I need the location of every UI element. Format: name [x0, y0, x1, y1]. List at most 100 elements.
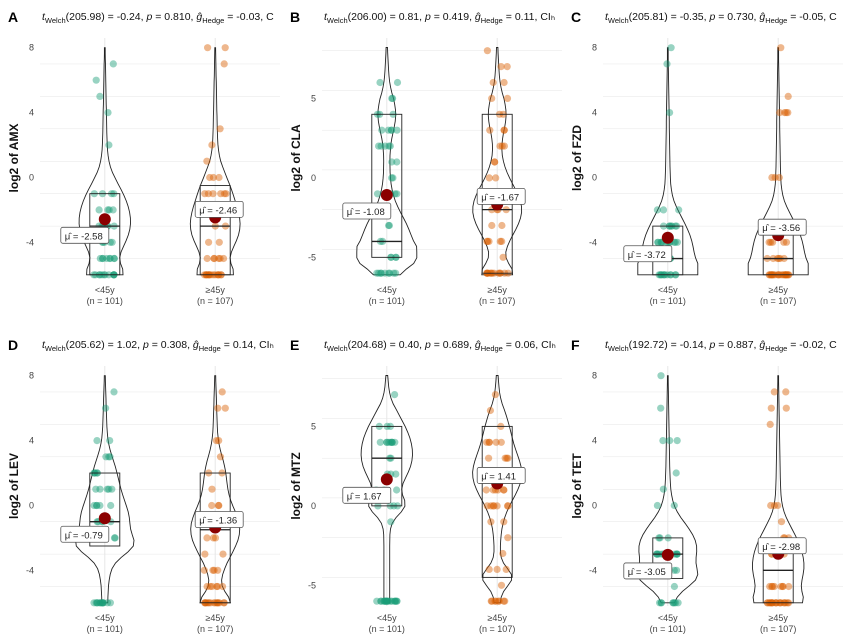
y-tick-label: -5: [308, 252, 316, 262]
violin-outline: [637, 47, 699, 276]
data-point: [784, 109, 792, 117]
data-point: [388, 438, 396, 446]
box: [89, 472, 121, 547]
data-point: [483, 502, 491, 510]
panel-letter: A: [8, 9, 18, 25]
data-point: [767, 238, 775, 246]
data-point: [765, 238, 773, 246]
group-under-45: μ̂ = -1.08: [342, 47, 418, 277]
data-point: [385, 221, 393, 230]
data-point: [380, 597, 388, 605]
data-point: [99, 599, 108, 607]
group-under-45: μ̂ = 1.67: [342, 375, 413, 605]
data-point: [487, 502, 495, 510]
data-point: [777, 44, 785, 52]
data-point: [774, 501, 782, 510]
x-category-n: (n = 101): [369, 624, 405, 634]
group-under-45: μ̂ = -2.58: [60, 47, 131, 279]
data-point: [675, 206, 683, 214]
y-tick-label: 4: [592, 436, 597, 446]
group-under-45: μ̂ = -0.79: [60, 375, 135, 607]
data-point: [105, 206, 113, 214]
mean-label: μ̂ = 1.41: [481, 471, 516, 482]
data-point: [782, 388, 790, 396]
data-point: [377, 142, 385, 150]
data-point: [111, 534, 119, 542]
x-category-n: (n = 101): [87, 296, 123, 306]
data-point: [386, 269, 394, 277]
data-point: [496, 237, 504, 245]
data-point: [492, 438, 500, 446]
violin-outline: [637, 375, 699, 604]
data-point: [376, 78, 384, 87]
data-point: [500, 518, 508, 526]
data-point: [384, 126, 392, 134]
data-point: [674, 599, 682, 607]
mean-point: [661, 548, 674, 561]
data-point: [491, 597, 499, 605]
data-point: [389, 94, 397, 102]
data-point: [491, 158, 499, 166]
data-point: [657, 372, 665, 380]
y-tick-label: 0: [29, 172, 34, 182]
data-point: [393, 78, 402, 87]
data-point: [666, 437, 674, 445]
data-point: [377, 597, 385, 605]
data-point: [388, 94, 396, 102]
panel-title: tWelch(205.98) = -0.24, p = 0.810, ĝHedg…: [42, 11, 274, 25]
panel-title: tWelch(192.72) = -0.14, p = 0.887, ĝHedg…: [605, 339, 837, 353]
x-category-label: ≥45y: [487, 613, 507, 623]
data-point: [210, 566, 218, 574]
data-point: [486, 126, 494, 134]
data-point: [102, 404, 110, 412]
data-point: [206, 582, 214, 591]
data-point: [393, 597, 401, 605]
data-point: [486, 406, 494, 415]
mean-point: [98, 213, 111, 226]
data-point: [388, 597, 396, 605]
data-point: [104, 109, 112, 117]
group-under-45: μ̂ = -3.72: [623, 44, 699, 279]
y-axis-label: log2 of CLA: [289, 124, 303, 192]
data-point: [502, 565, 510, 574]
data-point: [106, 453, 114, 461]
data-point: [491, 158, 499, 166]
group-over-45: μ̂ = -3.56: [747, 44, 809, 279]
data-point: [766, 420, 774, 428]
data-point: [657, 599, 665, 607]
data-point: [782, 109, 790, 117]
data-point: [657, 599, 666, 607]
data-point: [487, 597, 495, 605]
data-point: [500, 126, 508, 134]
data-point: [377, 597, 385, 605]
x-category-n: (n = 107): [760, 296, 796, 306]
data-point: [670, 599, 679, 607]
data-point: [497, 63, 505, 71]
data-point: [390, 269, 398, 277]
data-point: [483, 237, 491, 245]
data-point: [489, 502, 497, 510]
x-category-label: ≥45y: [205, 613, 225, 623]
violin-outline: [360, 375, 413, 604]
data-point: [669, 599, 677, 607]
x-category-n: (n = 101): [650, 296, 686, 306]
mean-label-box: [623, 245, 673, 263]
data-point: [388, 158, 396, 166]
data-point: [499, 549, 507, 558]
data-point: [200, 566, 208, 574]
data-point: [109, 206, 117, 214]
data-point: [93, 501, 101, 510]
data-point: [767, 404, 775, 412]
data-point: [391, 597, 400, 605]
mean-label: μ̂ = -2.98: [762, 542, 800, 553]
data-point: [381, 269, 389, 277]
data-point: [110, 534, 119, 542]
data-point: [212, 437, 220, 445]
mean-label-box: [60, 226, 110, 244]
panel-letter: B: [290, 9, 300, 25]
data-point: [97, 599, 105, 607]
data-point: [377, 269, 385, 277]
data-point: [494, 597, 503, 605]
data-point: [214, 501, 223, 510]
